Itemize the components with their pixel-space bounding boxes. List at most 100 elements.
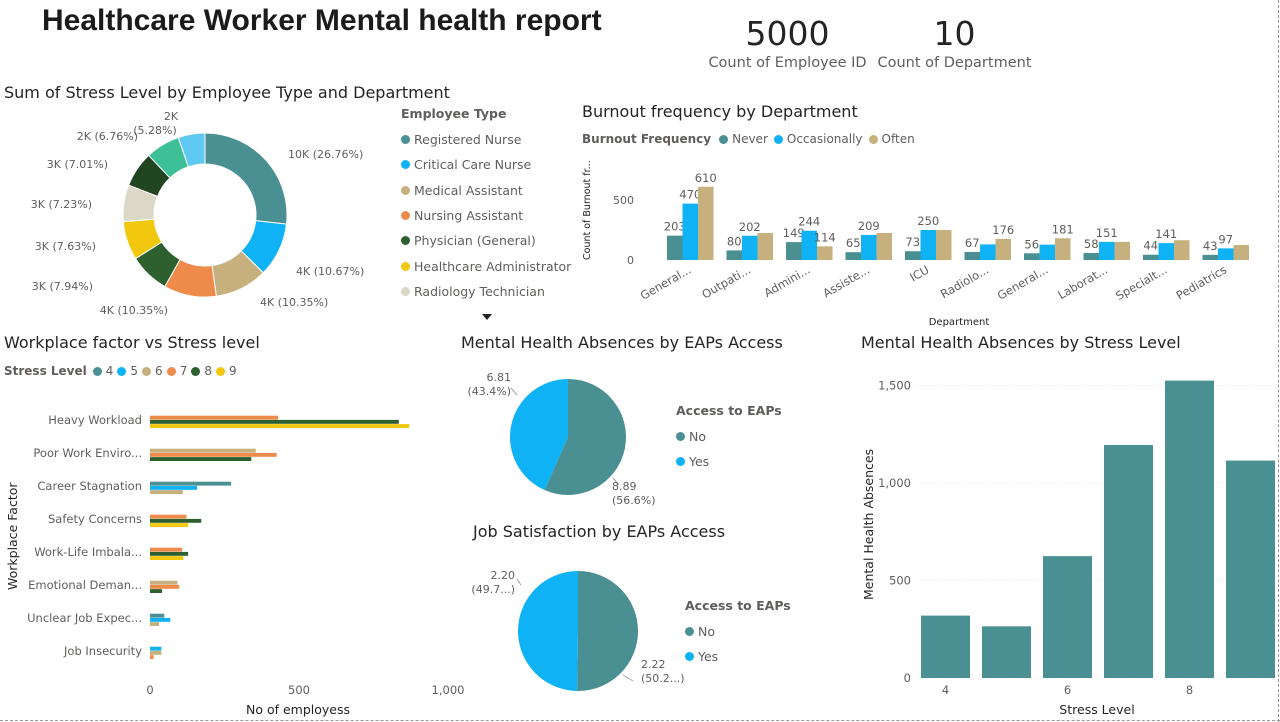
- bar[interactable]: [876, 233, 893, 260]
- donut-slice[interactable]: [204, 132, 288, 225]
- bar[interactable]: [817, 246, 833, 260]
- bar[interactable]: [757, 233, 774, 260]
- bar[interactable]: [150, 551, 189, 556]
- bar[interactable]: [726, 250, 743, 260]
- bar[interactable]: [150, 650, 162, 655]
- bar[interactable]: [920, 230, 937, 260]
- bar[interactable]: [698, 186, 714, 260]
- bar[interactable]: [150, 580, 178, 585]
- column[interactable]: [921, 615, 970, 678]
- bar[interactable]: [936, 230, 952, 260]
- pie-slice[interactable]: [510, 379, 568, 491]
- bar[interactable]: [1099, 241, 1115, 260]
- bar[interactable]: [150, 646, 162, 651]
- canvas-border-right: [1278, 0, 1280, 722]
- bar[interactable]: [150, 485, 198, 490]
- bar[interactable]: [1055, 238, 1071, 260]
- stress-absences-chart[interactable]: Mental Health Absences 0 500 1,000 1,500 4 6 8 S…: [855, 360, 1277, 718]
- legend-item-employee-type[interactable]: Registered Nurse: [401, 127, 571, 152]
- bar[interactable]: [150, 452, 277, 457]
- legend-item-stress-level[interactable]: 4: [92, 364, 113, 378]
- legend-item-eap-access[interactable]: Yes: [685, 644, 785, 669]
- legend-item-burnout[interactable]: Never: [719, 132, 768, 146]
- bar[interactable]: [1233, 245, 1250, 260]
- pie-slice[interactable]: [517, 571, 578, 691]
- legend-item-employee-type[interactable]: Physician (General): [401, 228, 571, 253]
- bar[interactable]: [150, 514, 187, 519]
- bar[interactable]: [682, 203, 699, 260]
- bar[interactable]: [150, 518, 202, 523]
- legend-item-stress-level[interactable]: 8: [191, 364, 212, 378]
- bar[interactable]: [742, 235, 758, 260]
- legend-item-eap-access[interactable]: No: [676, 424, 776, 449]
- legend-item-stress-level[interactable]: 9: [215, 364, 237, 378]
- bar[interactable]: [1218, 248, 1234, 260]
- bar[interactable]: [1202, 254, 1219, 260]
- chevron-down-icon[interactable]: [482, 314, 492, 320]
- bar[interactable]: [150, 457, 252, 461]
- column[interactable]: [982, 626, 1031, 678]
- legend-label: 7: [179, 364, 188, 378]
- eap-absences-pie[interactable]: 8.89(56.6%) 6.81(43.4%): [455, 360, 675, 520]
- eap-job-pie[interactable]: 2.22(50.2...) 2.20(49.7...): [455, 555, 690, 715]
- bar[interactable]: [1039, 244, 1056, 260]
- bar[interactable]: [861, 234, 877, 260]
- y-tick-label: Poor Work Enviro...: [33, 446, 142, 460]
- pie-slice[interactable]: [577, 571, 638, 691]
- bar[interactable]: [1083, 253, 1100, 260]
- legend-item-employee-type[interactable]: Nursing Assistant: [401, 203, 571, 228]
- legend-item-stress-level[interactable]: 5: [117, 364, 138, 378]
- bar[interactable]: [150, 556, 184, 560]
- legend-item-employee-type[interactable]: Critical Care Nurse: [401, 152, 571, 177]
- bar[interactable]: [801, 230, 818, 260]
- bar[interactable]: [1174, 240, 1190, 260]
- bar[interactable]: [150, 523, 189, 527]
- bar-data-label: 209: [858, 219, 880, 233]
- bar[interactable]: [667, 235, 683, 260]
- legend-item-employee-type[interactable]: Medical Assistant: [401, 178, 571, 203]
- donut-slice[interactable]: [177, 132, 206, 168]
- bar[interactable]: [1158, 243, 1175, 260]
- bar[interactable]: [905, 251, 921, 260]
- bar[interactable]: [150, 448, 256, 453]
- legend-item-burnout[interactable]: Often: [868, 132, 915, 146]
- bar[interactable]: [150, 419, 399, 424]
- legend-item-stress-level[interactable]: 6: [142, 364, 163, 378]
- legend-item-eap-access[interactable]: No: [685, 619, 785, 644]
- bar[interactable]: [995, 238, 1012, 260]
- legend-item-employee-type[interactable]: Radiology Technician: [401, 279, 571, 304]
- column[interactable]: [1165, 380, 1214, 678]
- bar[interactable]: [964, 251, 981, 260]
- bar[interactable]: [150, 481, 232, 486]
- bar[interactable]: [150, 547, 183, 552]
- bar[interactable]: [150, 424, 410, 428]
- bar[interactable]: [150, 617, 171, 622]
- bar[interactable]: [1024, 253, 1040, 260]
- column[interactable]: [1043, 556, 1092, 678]
- column[interactable]: [1104, 444, 1153, 678]
- bar[interactable]: [786, 242, 802, 260]
- bar[interactable]: [150, 613, 165, 618]
- bar[interactable]: [845, 252, 862, 260]
- legend-item-employee-type[interactable]: Healthcare Administrator: [401, 253, 571, 278]
- bar[interactable]: [1143, 254, 1159, 260]
- bar[interactable]: [150, 490, 183, 494]
- bar-data-label: 149: [783, 226, 805, 240]
- bar[interactable]: [150, 622, 159, 626]
- burnout-chart[interactable]: 0 500 Count of Burnout fr... 203 470 610 Gener…: [576, 150, 1266, 332]
- legend-item-burnout[interactable]: Occasionally: [773, 132, 863, 146]
- bar[interactable]: [150, 584, 180, 589]
- bar[interactable]: [150, 589, 162, 593]
- column[interactable]: [1226, 460, 1275, 678]
- bar[interactable]: [980, 244, 996, 260]
- donut-chart[interactable]: 10K (26.76%) 4K (10.67%) 4K (10.35%) 4K (10…: [0, 100, 400, 325]
- workplace-chart[interactable]: Workplace Factor Heavy Workload Poor Work …: [0, 395, 470, 720]
- bar[interactable]: [1114, 241, 1131, 260]
- bar[interactable]: [150, 655, 154, 659]
- bar[interactable]: [150, 415, 279, 420]
- legend-marker: [401, 135, 410, 145]
- x-tick-label: Assiste...: [820, 262, 872, 300]
- legend-item-stress-level[interactable]: 7: [166, 364, 188, 378]
- legend-item-eap-access[interactable]: Yes: [676, 449, 776, 474]
- pie-slice[interactable]: [544, 379, 626, 495]
